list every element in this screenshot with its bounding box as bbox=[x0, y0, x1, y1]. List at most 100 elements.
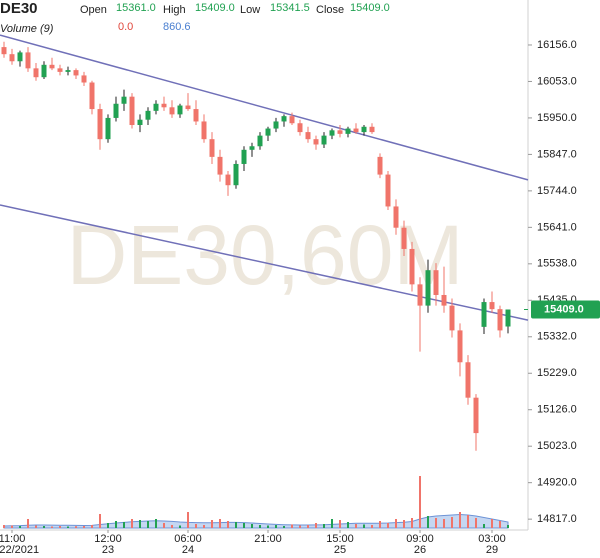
plot-area bbox=[0, 34, 529, 529]
x-date-label: 24 bbox=[182, 544, 194, 556]
x-date-label: 29 bbox=[486, 544, 498, 556]
volume-bar bbox=[51, 526, 53, 528]
candle-body bbox=[473, 397, 479, 434]
candle-body bbox=[33, 68, 39, 78]
volume-bar bbox=[395, 519, 397, 528]
volume-bar bbox=[443, 519, 445, 528]
candle-body bbox=[193, 109, 199, 122]
volume-bar bbox=[43, 526, 45, 528]
volume-bar bbox=[27, 519, 29, 528]
volume-bar bbox=[35, 525, 37, 528]
trend-line bbox=[0, 204, 529, 321]
header-value: 15409.0 bbox=[195, 2, 235, 14]
candle-body bbox=[9, 54, 15, 62]
candle-body bbox=[457, 330, 463, 363]
symbol: DE30 bbox=[0, 0, 38, 17]
candle-body bbox=[441, 294, 447, 306]
volume-bar bbox=[315, 523, 317, 528]
candle-body bbox=[129, 96, 135, 126]
volume-bar bbox=[283, 526, 285, 528]
candle-body bbox=[345, 128, 351, 134]
y-tick-label: 16156.0 bbox=[537, 39, 577, 51]
last-price-label: 15409.0 bbox=[544, 303, 584, 315]
candle-body bbox=[121, 96, 127, 104]
volume-bar bbox=[139, 520, 141, 528]
y-tick-label: 16053.0 bbox=[537, 75, 577, 87]
candle-body bbox=[385, 174, 391, 207]
y-tick-label: 14920.0 bbox=[537, 477, 577, 489]
volume-bar bbox=[171, 525, 173, 528]
candle-body bbox=[305, 132, 311, 140]
candle-body bbox=[241, 149, 247, 164]
volume-bar bbox=[483, 524, 485, 528]
volume-bar bbox=[299, 525, 301, 528]
volume-bar bbox=[211, 520, 213, 528]
candle-body bbox=[25, 52, 31, 69]
candle-body bbox=[361, 126, 367, 133]
candle-body bbox=[57, 68, 63, 72]
candle-body bbox=[329, 130, 335, 136]
candle-body bbox=[281, 116, 287, 122]
candle-body bbox=[401, 227, 407, 249]
volume-bar bbox=[59, 526, 61, 528]
candle-body bbox=[217, 156, 223, 175]
candle-body bbox=[321, 135, 327, 145]
candle-body bbox=[161, 103, 167, 108]
volume-bar bbox=[507, 525, 509, 528]
volume-bar bbox=[243, 523, 245, 528]
volume-bar bbox=[499, 521, 501, 528]
candle-body bbox=[49, 64, 55, 69]
volume-bar bbox=[275, 525, 277, 528]
candle-body bbox=[65, 70, 71, 72]
volume-bar bbox=[195, 524, 197, 528]
volume-bar bbox=[331, 519, 333, 528]
x-date-label: 11/22/2021 bbox=[0, 544, 39, 556]
candle-body bbox=[105, 117, 111, 140]
candle-body bbox=[417, 284, 423, 306]
x-tick-label: 15:00 bbox=[326, 533, 354, 545]
candle-body bbox=[1, 47, 7, 55]
candle-body bbox=[481, 302, 487, 327]
candle-body bbox=[273, 121, 279, 129]
volume-bar bbox=[3, 525, 5, 528]
x-tick-label: 06:00 bbox=[174, 533, 202, 545]
y-tick-label: 15641.0 bbox=[537, 221, 577, 233]
volume-bar bbox=[347, 522, 349, 528]
volume-bar bbox=[187, 512, 189, 528]
candle-body bbox=[449, 305, 455, 331]
candle-body bbox=[145, 110, 151, 120]
candle-body bbox=[425, 270, 431, 306]
candle-body bbox=[377, 156, 383, 175]
volume-bar bbox=[179, 525, 181, 528]
header-label: High bbox=[163, 4, 186, 16]
volume-value: 0.0 bbox=[118, 21, 133, 33]
y-tick-label: 15023.0 bbox=[537, 440, 577, 452]
candle-body bbox=[169, 107, 175, 115]
volume-bar bbox=[67, 526, 69, 528]
volume-bar bbox=[387, 523, 389, 528]
candle-body bbox=[201, 121, 207, 140]
header-label: Open bbox=[80, 4, 107, 16]
volume-bar bbox=[75, 526, 77, 528]
candle-body bbox=[313, 139, 319, 145]
volume-bar bbox=[363, 524, 365, 528]
header-label: Close bbox=[316, 4, 344, 16]
x-tick-label: 09:00 bbox=[406, 533, 434, 545]
candle-body bbox=[497, 309, 503, 331]
candle-body bbox=[41, 64, 47, 78]
volume-bar bbox=[403, 520, 405, 528]
candle-body bbox=[177, 105, 183, 115]
candle-body bbox=[233, 163, 239, 186]
y-tick-label: 14817.0 bbox=[537, 513, 577, 525]
volume-bar bbox=[83, 526, 85, 528]
candle-body bbox=[153, 103, 159, 111]
y-tick-label: 15229.0 bbox=[537, 367, 577, 379]
x-date-label: 26 bbox=[414, 544, 426, 556]
header-value: 15361.0 bbox=[116, 2, 156, 14]
header-value: 15409.0 bbox=[350, 2, 390, 14]
volume-bar bbox=[355, 524, 357, 528]
volume-bar bbox=[427, 516, 429, 528]
volume-bar bbox=[467, 515, 469, 528]
